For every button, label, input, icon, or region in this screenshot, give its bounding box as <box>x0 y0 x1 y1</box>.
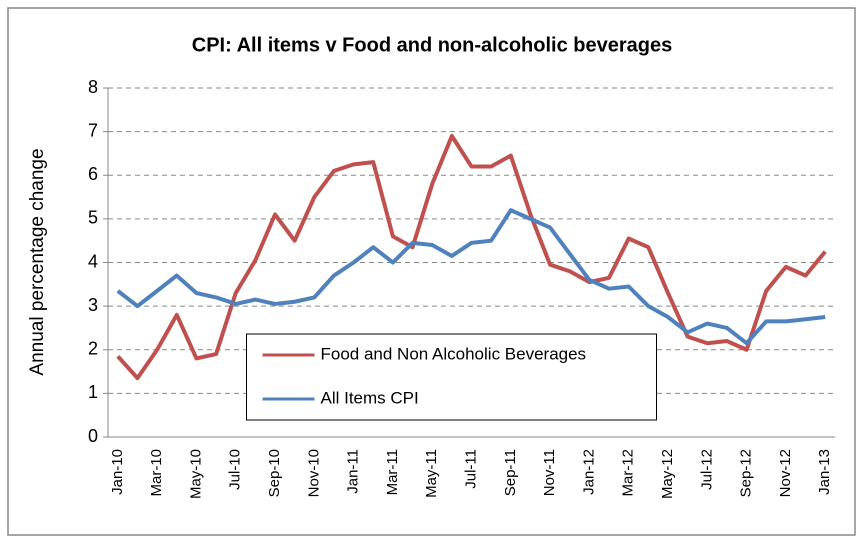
y-tick-label: 4 <box>88 251 98 271</box>
y-tick-label: 6 <box>88 164 98 184</box>
y-tick-label: 3 <box>88 295 98 315</box>
x-tick-label: Jan-13 <box>816 449 833 495</box>
y-axis-title: Annual percentage change <box>27 148 48 375</box>
x-tick-label: May-11 <box>423 449 440 498</box>
x-tick-label: Jan-12 <box>580 449 597 495</box>
x-tick-label: May-12 <box>659 449 676 499</box>
chart-frame <box>7 7 856 536</box>
y-tick-label: 2 <box>88 339 98 359</box>
x-tick-label: Mar-10 <box>148 449 165 497</box>
x-tick-label: Sep-12 <box>738 449 755 497</box>
series-line <box>116 133 827 381</box>
x-tick-label: Jul-12 <box>698 449 715 490</box>
x-tick-label: Nov-10 <box>305 449 322 497</box>
series-line <box>116 208 826 346</box>
y-tick-label: 0 <box>88 426 98 446</box>
legend-label: Food and Non Alcoholic Beverages <box>321 344 587 363</box>
y-tick-label: 1 <box>88 382 98 402</box>
x-tick-label: Mar-12 <box>620 449 637 497</box>
x-tick-label: Mar-11 <box>384 449 401 495</box>
x-tick-label: Sep-10 <box>266 449 283 497</box>
legend-label: All Items CPI <box>321 388 419 407</box>
x-tick-label: Nov-11 <box>541 449 558 496</box>
x-tick-label: May-10 <box>187 449 204 499</box>
x-tick-label: Nov-12 <box>777 449 794 497</box>
y-tick-label: 7 <box>88 120 98 140</box>
y-tick-label: 5 <box>88 208 98 228</box>
y-tick-label: 8 <box>88 77 98 97</box>
x-tick-label: Jul-10 <box>227 449 244 490</box>
x-tick-label: Sep-11 <box>502 449 519 496</box>
chart-title: CPI: All items v Food and non-alcoholic … <box>192 34 672 56</box>
x-tick-label: Jul-11 <box>462 449 479 489</box>
legend-box <box>246 333 657 421</box>
x-tick-label: Jan-10 <box>109 449 126 495</box>
x-tick-label: Jan-11 <box>345 449 362 494</box>
